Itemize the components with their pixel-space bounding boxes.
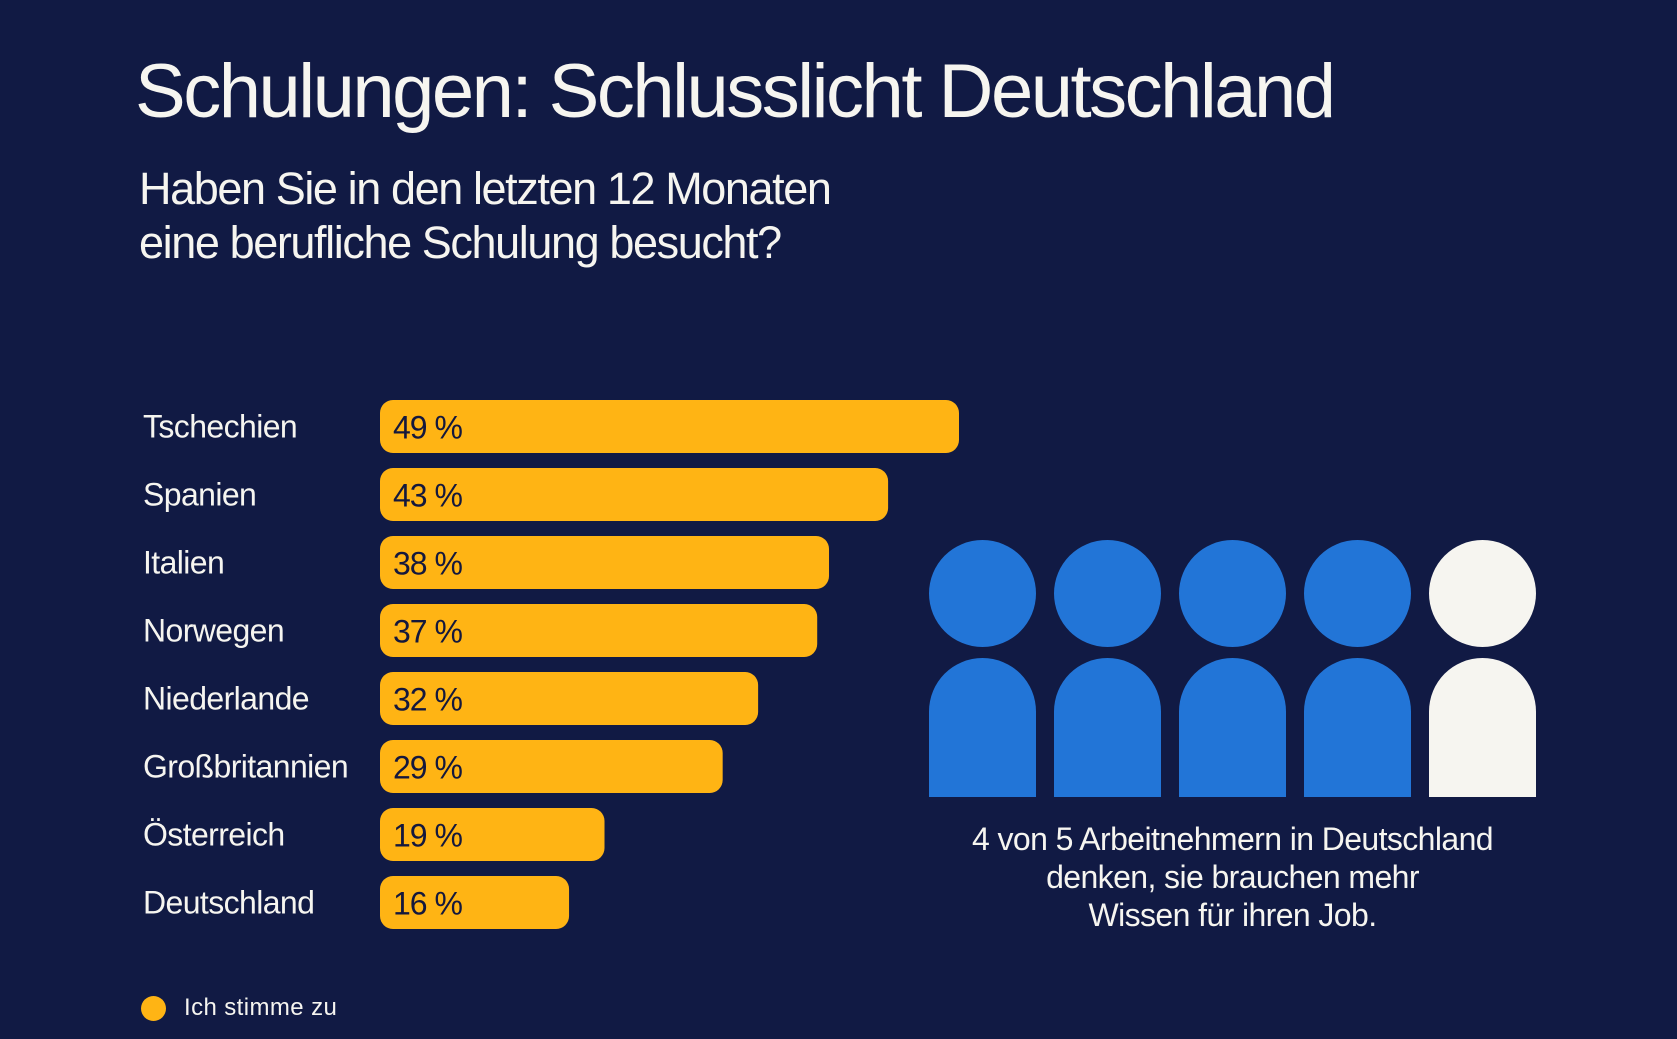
legend-label: Ich stimme zu	[184, 994, 338, 1021]
category-label: Tschechien	[143, 409, 297, 445]
category-label: Niederlande	[143, 681, 309, 717]
bar	[380, 876, 570, 929]
person-body	[1054, 658, 1161, 797]
person-body	[1304, 658, 1411, 797]
person-icon	[929, 540, 1036, 797]
bar-row: Tschechien 49 %	[143, 400, 959, 453]
infographic-caption: 4 von 5 Arbeitnehmern in Deutschland den…	[972, 821, 1494, 933]
legend: Ich stimme zu	[141, 994, 337, 1022]
bar-row: Italien 38 %	[143, 536, 830, 589]
people-infographic	[929, 540, 1536, 797]
bar-row: Großbritannien 29 %	[143, 740, 723, 793]
bar-row: Spanien 43 %	[143, 468, 889, 521]
value-label: 43 %	[393, 478, 462, 514]
category-label: Deutschland	[143, 885, 314, 921]
value-label: 32 %	[393, 682, 462, 718]
bar	[380, 536, 830, 589]
legend-swatch	[141, 995, 166, 1021]
bar	[380, 740, 723, 793]
person-icon	[1304, 540, 1411, 797]
bar	[380, 400, 959, 453]
value-label: 16 %	[393, 886, 462, 922]
person-icon	[1429, 540, 1536, 797]
bar-row: Österreich 19 %	[143, 808, 605, 861]
person-body	[1429, 658, 1536, 797]
bar-row: Niederlande 32 %	[143, 672, 759, 725]
person-body	[1179, 658, 1286, 797]
person-head	[1179, 540, 1286, 647]
person-head	[1054, 540, 1161, 647]
value-label: 19 %	[393, 818, 462, 854]
category-label: Norwegen	[143, 613, 284, 649]
value-label: 38 %	[393, 546, 462, 582]
bar	[380, 604, 818, 657]
person-head	[1304, 540, 1411, 647]
bar-row: Norwegen 37 %	[143, 604, 818, 657]
category-label: Großbritannien	[143, 749, 348, 785]
bar-row: Deutschland 16 %	[143, 876, 570, 929]
category-label: Spanien	[143, 477, 256, 513]
bar	[380, 468, 889, 521]
category-label: Italien	[143, 545, 224, 581]
person-head	[1429, 540, 1536, 647]
chart-subtitle: Haben Sie in den letzten 12 Monaten eine…	[139, 163, 832, 268]
bar	[380, 672, 759, 725]
person-icon	[1179, 540, 1286, 797]
person-icon	[1054, 540, 1161, 797]
chart-title: Schulungen: Schlusslicht Deutschland	[135, 49, 1336, 134]
category-label: Österreich	[143, 817, 285, 853]
value-label: 37 %	[393, 614, 462, 650]
person-head	[929, 540, 1036, 647]
person-body	[929, 658, 1036, 797]
bar	[380, 808, 605, 861]
value-label: 49 %	[393, 410, 462, 446]
value-label: 29 %	[393, 750, 462, 786]
